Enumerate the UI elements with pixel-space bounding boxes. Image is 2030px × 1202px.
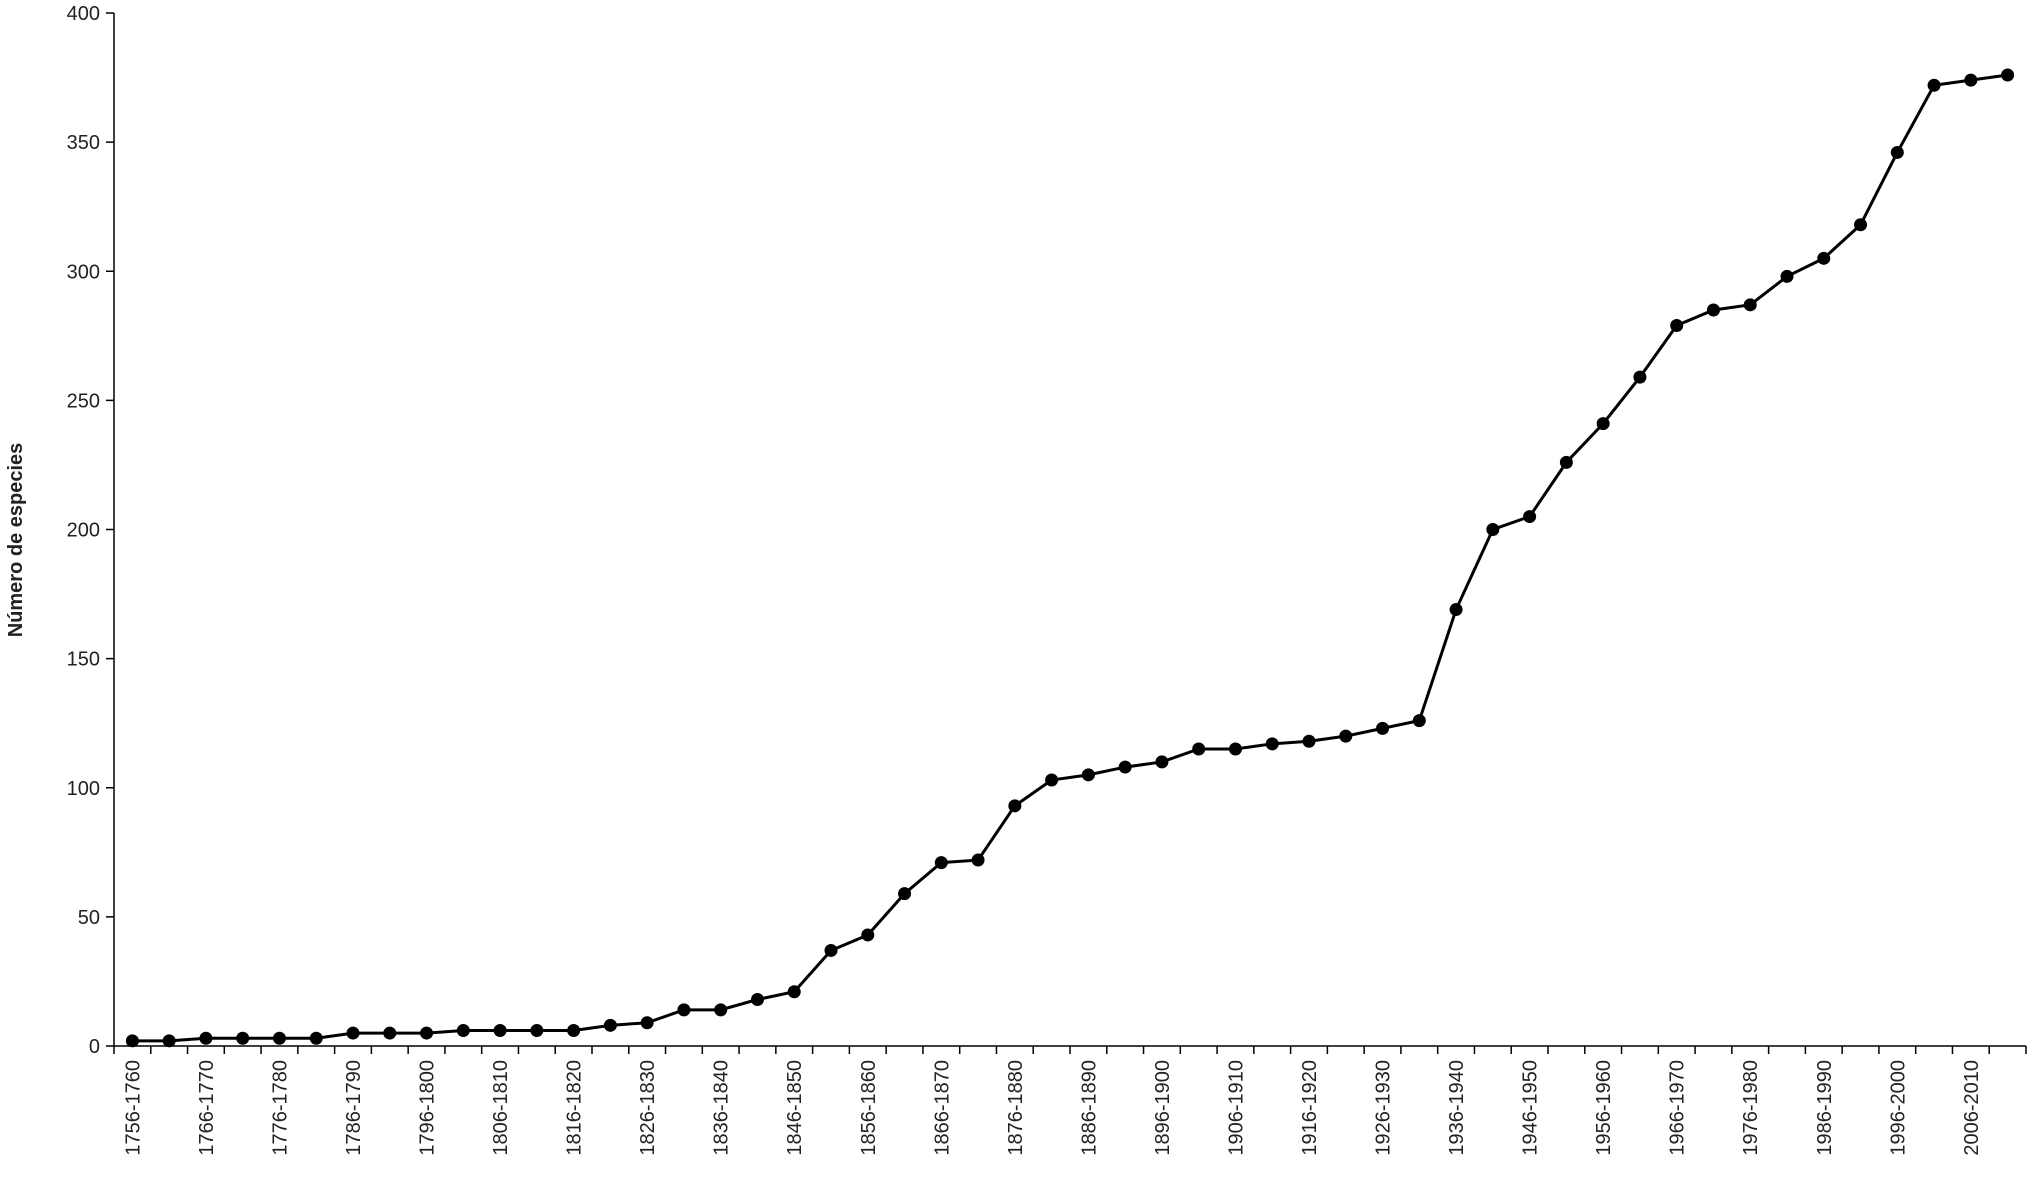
point	[309, 1031, 323, 1045]
point	[420, 1026, 434, 1040]
x-tick-label: 1946-1950	[1520, 1060, 1542, 1156]
x-tick-label: 1886-1890	[1078, 1060, 1100, 1156]
x-tick-label: 1856-1860	[858, 1060, 880, 1156]
x-tick-label: 1976-1980	[1740, 1060, 1762, 1156]
x-tick-label: 1896-1900	[1152, 1060, 1174, 1156]
y-tick-label: 100	[67, 778, 100, 800]
line-series	[132, 73, 2008, 1043]
point	[1596, 417, 1610, 431]
x-tick-label: 1776-1780	[269, 1060, 291, 1156]
point	[199, 1031, 213, 1045]
point	[236, 1031, 250, 1045]
point	[1890, 145, 1904, 159]
point	[1192, 742, 1206, 756]
point	[934, 856, 948, 870]
point	[714, 1003, 728, 1017]
x-tick-label: 1756-1760	[122, 1060, 144, 1156]
point	[1449, 603, 1463, 617]
point	[1081, 768, 1095, 782]
x-tick-label: 1906-1910	[1225, 1060, 1247, 1156]
point	[1376, 721, 1390, 735]
point	[567, 1024, 581, 1038]
y-tick-label: 150	[67, 649, 100, 671]
point	[1817, 251, 1831, 265]
point	[1339, 729, 1353, 743]
point	[1743, 298, 1757, 312]
y-tick-label: 200	[67, 520, 100, 542]
point	[1412, 714, 1426, 728]
point	[1633, 370, 1647, 384]
x-tick-label: 1986-1990	[1814, 1060, 1836, 1156]
point	[125, 1034, 139, 1048]
x-tick-label: 1866-1870	[931, 1060, 953, 1156]
x-tick-label: 1766-1770	[196, 1060, 218, 1156]
x-tick-label: 1956-1960	[1593, 1060, 1615, 1156]
point	[1964, 73, 1978, 87]
y-tick-label: 350	[67, 132, 100, 154]
point	[1008, 799, 1022, 813]
y-tick-label: 250	[67, 390, 100, 412]
point	[1486, 523, 1500, 536]
point	[640, 1016, 654, 1030]
point	[1706, 303, 1720, 317]
x-tick-label: 1836-1840	[711, 1060, 733, 1156]
x-tick-label: 1996-2000	[1887, 1060, 1909, 1156]
x-tick-label: 1786-1790	[343, 1060, 365, 1156]
point	[750, 993, 764, 1007]
point	[1155, 755, 1169, 769]
x-tick-label: 1846-1850	[784, 1060, 806, 1156]
point	[456, 1024, 470, 1038]
point	[787, 985, 801, 999]
point	[530, 1024, 544, 1038]
point	[1780, 269, 1794, 283]
point	[162, 1034, 176, 1048]
x-tick-label: 1796-1800	[417, 1060, 439, 1156]
x-tick-label: 1916-1920	[1299, 1060, 1321, 1156]
point	[1045, 773, 1059, 787]
point	[824, 943, 838, 957]
y-tick-label: 50	[78, 907, 100, 929]
x-tick-label: 2006-2010	[1961, 1060, 1983, 1156]
x-tick-label: 1966-1970	[1667, 1060, 1689, 1156]
point	[1854, 218, 1868, 232]
point	[2001, 68, 2015, 82]
point	[1523, 510, 1537, 524]
point	[1927, 78, 1941, 92]
y-tick-label: 400	[67, 3, 100, 25]
y-tick-label: 0	[89, 1036, 100, 1058]
point	[971, 853, 985, 867]
point	[898, 887, 912, 901]
x-tick-label: 1926-1930	[1373, 1060, 1395, 1156]
point	[1302, 734, 1316, 748]
point	[1670, 318, 1684, 332]
point	[1265, 737, 1279, 751]
point	[1559, 455, 1573, 469]
x-tick-label: 1936-1940	[1446, 1060, 1468, 1156]
point	[493, 1024, 507, 1038]
point	[1118, 760, 1132, 774]
point	[603, 1018, 617, 1032]
x-tick-label: 1826-1830	[637, 1060, 659, 1156]
x-tick-label: 1876-1880	[1005, 1060, 1027, 1156]
point	[272, 1031, 286, 1045]
point	[346, 1026, 360, 1040]
point	[677, 1003, 691, 1017]
x-tick-label: 1816-1820	[564, 1060, 586, 1156]
point	[1228, 742, 1242, 756]
y-axis-label: Número de especies	[5, 443, 27, 638]
x-tick-label: 1806-1810	[490, 1060, 512, 1156]
point	[383, 1026, 397, 1040]
y-tick-label: 300	[67, 261, 100, 283]
point	[861, 928, 875, 942]
